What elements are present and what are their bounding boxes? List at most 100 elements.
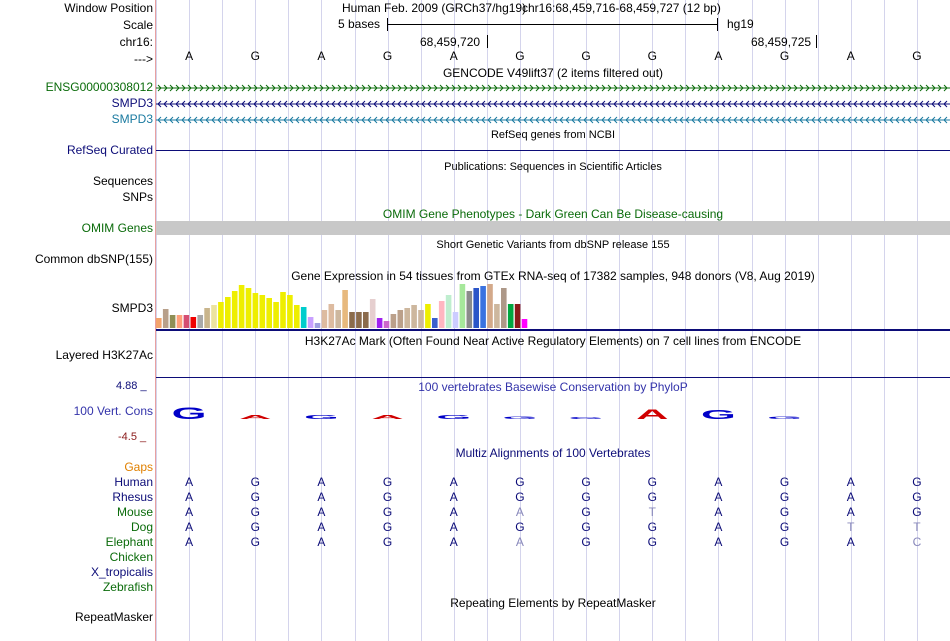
gtex-tissue-bar [245, 288, 252, 328]
alignment-base: A [449, 505, 458, 519]
label-border [155, 0, 156, 641]
alignment-base: G [382, 520, 393, 534]
alignment-base: G [647, 475, 657, 489]
gtex-tissue-bar [514, 304, 521, 328]
omim-label[interactable]: OMIM Genes [81, 221, 153, 235]
alignment-base: A [317, 535, 326, 549]
alignment-base: C [912, 535, 922, 549]
base-letter: A [317, 49, 326, 63]
alignment-base: A [317, 475, 326, 489]
gene-models[interactable] [156, 80, 950, 126]
gtex-tissue-bar [397, 310, 404, 328]
gtex-tissue-bar [383, 321, 390, 328]
refseq-label[interactable]: RefSeq Curated [66, 143, 153, 157]
base-letter: A [714, 49, 723, 63]
gene-label-smpd3[interactable]: SMPD3 [111, 96, 153, 110]
gtex-tissue-bar [369, 299, 376, 328]
scale-bar-right-tick [717, 18, 718, 31]
snps-label[interactable]: SNPs [122, 190, 153, 204]
gtex-expression-bars[interactable] [156, 284, 556, 329]
gtex-tissue-bar [218, 302, 224, 328]
gtex-tissue-bar [418, 310, 424, 328]
alignment-base: G [581, 520, 591, 534]
gtex-tissue-bar [507, 304, 514, 328]
alignment-base: G [250, 535, 260, 549]
alignment-base: A [185, 505, 194, 519]
alignment-base: G [581, 490, 591, 504]
gtex-tissue-bar [287, 295, 293, 328]
alignment-base: A [449, 535, 458, 549]
alignment-base: G [779, 505, 790, 519]
alignment-base: A [185, 535, 194, 549]
alignment-base: A [449, 520, 458, 534]
base-letter: A [185, 49, 194, 63]
h3k27ac-title[interactable]: H3K27Ac Mark (Often Found Near Active Re… [304, 334, 802, 348]
species-label[interactable]: X_tropicalis [90, 565, 153, 579]
gene-label-ensg[interactable]: ENSG00000308012 [45, 80, 153, 94]
gencode-title[interactable]: GENCODE V49lift37 (2 items filtered out) [442, 66, 664, 80]
phylop-title[interactable]: 100 vertebrates Basewise Conservation by… [418, 380, 688, 394]
species-label[interactable]: Dog [130, 520, 153, 534]
alignment-base: A [515, 535, 524, 549]
repeatmasker-title[interactable]: Repeating Elements by RepeatMasker [450, 596, 656, 610]
alignment-base: G [515, 475, 525, 489]
alignment-base: A [846, 535, 855, 549]
gtex-tissue-bar [425, 304, 431, 328]
gtex-tissue-bar [494, 304, 500, 328]
gene-label-smpd3-alt[interactable]: SMPD3 [111, 112, 153, 126]
alignment-base: G [382, 490, 393, 504]
gtex-tissue-bar [356, 312, 362, 328]
db-text: hg19 [727, 17, 754, 31]
species-label[interactable]: Rhesus [112, 490, 153, 504]
omim-title[interactable]: OMIM Gene Phenotypes - Dark Green Can Be… [382, 207, 724, 221]
multiz-title[interactable]: Multiz Alignments of 100 Vertebrates [455, 446, 651, 460]
base-letter: G [581, 49, 591, 63]
species-label[interactable]: Elephant [105, 535, 153, 549]
alignment-base: G [382, 535, 393, 549]
h3k27ac-label[interactable]: Layered H3K27Ac [55, 348, 153, 362]
repeatmasker-label[interactable]: RepeatMasker [74, 610, 153, 624]
phylop-glyph: A [636, 407, 668, 422]
base-letter: A [449, 49, 458, 63]
species-label[interactable]: Human [114, 475, 153, 489]
alignment-base: G [647, 520, 657, 534]
gtex-tissue-bar [480, 286, 486, 328]
gtex-tissue-bar [390, 314, 397, 328]
phylop-glyph: A [371, 414, 403, 421]
alignment-base: A [714, 475, 723, 489]
publications-title[interactable]: Publications: Sequences in Scientific Ar… [444, 161, 662, 173]
phylop-label[interactable]: 100 Vert. Cons [73, 404, 153, 418]
gtex-tissue-bar [349, 312, 355, 328]
alignment-base: G [515, 520, 525, 534]
alignment-base: T [913, 520, 921, 534]
dbsnp-title[interactable]: Short Genetic Variants from dbSNP releas… [436, 239, 670, 251]
publications-label[interactable]: Sequences [92, 174, 153, 188]
alignment-base: G [779, 535, 790, 549]
gtex-tissue-bar [231, 291, 238, 328]
position-text[interactable]: chr16:68,459,716-68,459,727 (12 bp) [522, 1, 721, 15]
species-label[interactable]: Chicken [109, 550, 153, 564]
species-label[interactable]: Mouse [116, 505, 153, 519]
gtex-tissue-bar [445, 295, 452, 328]
alignment-base: T [648, 505, 656, 519]
alignment-base: A [515, 505, 524, 519]
gene-model-line [156, 116, 950, 124]
scale-bar-left-tick [387, 18, 388, 31]
gtex-title[interactable]: Gene Expression in 54 tissues from GTEx … [291, 269, 815, 283]
gtex-tissue-bar [176, 315, 183, 328]
alignment-base: T [847, 520, 855, 534]
omim-phenotype-bar[interactable] [156, 221, 950, 235]
alignment-base: A [185, 475, 194, 489]
alignment-base: A [714, 490, 723, 504]
alignment-base: G [912, 505, 922, 519]
alignment-base: A [317, 505, 326, 519]
alignment-base: G [581, 505, 591, 519]
gtex-tissue-bar [307, 317, 314, 328]
dbsnp-label[interactable]: Common dbSNP(155) [34, 252, 153, 266]
gtex-label[interactable]: SMPD3 [111, 301, 153, 315]
refseq-gene-line[interactable] [156, 150, 950, 151]
species-label[interactable]: Zebrafish [102, 580, 153, 594]
refseq-title[interactable]: RefSeq genes from NCBI [490, 129, 616, 141]
